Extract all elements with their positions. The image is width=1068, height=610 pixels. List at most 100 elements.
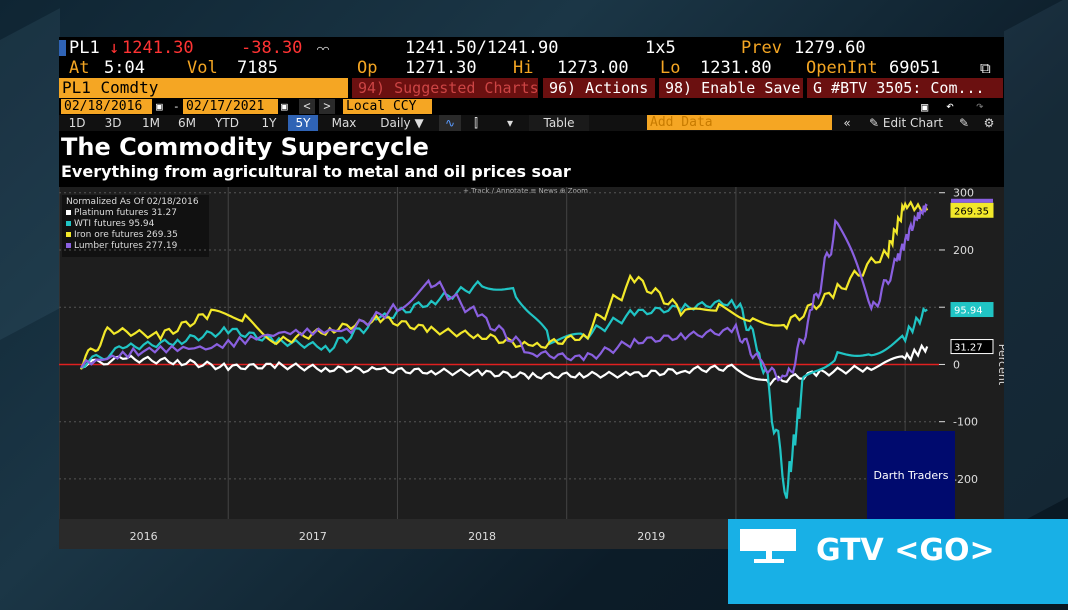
last-value-box [950, 202, 994, 218]
gtv-text: GTV <GO> [816, 533, 995, 568]
timeframe-5y[interactable]: 5Y [288, 115, 318, 131]
end-date-field[interactable]: 02/17/2021 [183, 99, 278, 114]
y-tick-label: -200 [953, 473, 978, 486]
screen-icon[interactable]: ▣ [921, 100, 929, 114]
timeframe-max[interactable]: Max [331, 116, 357, 130]
low-value: 1231.80 [700, 58, 772, 78]
ticker[interactable]: PL1 [69, 38, 100, 58]
legend: Normalized As Of 02/18/2016 Platinum fut… [62, 195, 209, 257]
legend-row-wti: WTI futures 95.94 [66, 219, 205, 230]
x-tick-label: 2019 [637, 530, 665, 543]
next-arrow-icon[interactable]: > [319, 99, 335, 114]
suggested-charts-button[interactable]: 94) Suggested Charts [352, 78, 539, 98]
timeframe-ytd[interactable]: YTD [215, 116, 239, 130]
y-tick-label: 200 [953, 244, 974, 257]
legend-header: Normalized As Of 02/18/2016 [66, 197, 199, 207]
chart-area[interactable]: Normalized As Of 02/18/2016 Platinum fut… [59, 187, 1004, 549]
edit-chart-button[interactable]: ✎ Edit Chart [869, 116, 943, 130]
chart-svg: -200-1000100200300201620172018201931.279… [59, 187, 1004, 549]
prev-value: 1279.60 [794, 38, 866, 58]
legend-row-platinum: Platinum futures 31.27 [66, 208, 205, 219]
date-range-row: 02/18/2016 ▣ - 02/17/2021 ▣ < > Local CC… [59, 99, 1004, 115]
low-label: Lo [660, 58, 681, 78]
legend-swatch [66, 232, 71, 237]
periodicity-select[interactable]: Daily ▼ [380, 116, 424, 130]
y-tick-label: 0 [953, 358, 960, 371]
quote-row-2: At 5:04 Vol 7185 Op 1271.30 Hi 1273.00 L… [59, 58, 1004, 78]
chart-header: The Commodity Supercycle Everything from… [59, 133, 1004, 187]
high-value: 1273.00 [557, 58, 629, 78]
legend-swatch [66, 210, 71, 215]
x-tick-label: 2017 [299, 530, 327, 543]
legend-swatch [66, 221, 71, 226]
darth-traders-overlay: Darth Traders [867, 431, 955, 519]
dropdown-icon[interactable]: ▾ [506, 116, 514, 130]
sparkline-icon: ⌒⌒ [317, 44, 330, 55]
command-bar: PL1 Comdty 94) Suggested Charts 96) Acti… [59, 78, 1004, 98]
bid-ask-size: 1x5 [645, 38, 676, 58]
calendar-icon[interactable]: ▣ [156, 100, 163, 113]
open-value: 1271.30 [405, 58, 477, 78]
vol-label: Vol [187, 58, 218, 78]
last-value-box [950, 302, 994, 318]
series-line-platinum-futures [80, 343, 929, 387]
y-tick-label: 300 [953, 187, 974, 200]
legend-row-lumber: Lumber futures 277.19 [66, 241, 205, 252]
timeframe-1y[interactable]: 1Y [261, 116, 277, 130]
bloomberg-terminal: PL1 ↓ 1241.30 -38.30 ⌒⌒ 1241.50/1241.90 … [59, 37, 1004, 549]
enable-save-button[interactable]: 98) Enable Save [659, 78, 803, 98]
table-button[interactable]: Table [529, 115, 589, 131]
series-line-iron-ore-futures [79, 200, 929, 370]
last-value-label: 95.94 [954, 306, 983, 317]
quote-time: 5:04 [104, 58, 145, 78]
last-value-marker [951, 198, 993, 203]
previous-arrow-icon[interactable]: < [299, 99, 315, 114]
add-data-field[interactable]: Add Data [647, 115, 832, 130]
series-line-wti-futures [80, 279, 928, 499]
y-axis-title: Percent [996, 344, 1004, 386]
bid-ask: 1241.50/1241.90 [405, 38, 559, 58]
at-label: At [69, 58, 90, 78]
bar-type-icon[interactable]: ⫿ [474, 116, 478, 130]
calendar-icon[interactable]: ▣ [281, 100, 288, 113]
edit-icon[interactable]: ✎ [958, 116, 970, 130]
vol-value: 7185 [237, 58, 278, 78]
timeframe-1d[interactable]: 1D [68, 116, 86, 130]
chart-subtitle: Everything from agricultural to metal an… [61, 162, 571, 181]
last-price: 1241.30 [122, 38, 194, 58]
gtv-banner[interactable]: GTV <GO> [728, 519, 1068, 604]
open-interest-value: 69051 [889, 58, 941, 78]
actions-menu[interactable]: 96) Actions [543, 78, 655, 98]
timeframe-1m[interactable]: 1M [142, 116, 160, 130]
y-tick-label: -100 [953, 416, 978, 429]
line-chart-icon[interactable]: ∿ [439, 115, 461, 131]
legend-swatch [66, 243, 71, 248]
x-tick-label: 2016 [130, 530, 158, 543]
expand-icon[interactable]: ⧉ [980, 59, 991, 77]
quote-row-1: PL1 ↓ 1241.30 -38.30 ⌒⌒ 1241.50/1241.90 … [59, 38, 1004, 58]
chart-mini-toolbar[interactable]: + Track / Annotate ≡ News ⊕ Zoom [463, 187, 588, 195]
series-line-lumber-futures [80, 203, 928, 382]
gear-icon[interactable]: ⚙ [983, 116, 995, 130]
price-change: -38.30 [241, 38, 303, 58]
timeframe-6m[interactable]: 6M [178, 116, 196, 130]
currency-select[interactable]: Local CCY [343, 99, 432, 114]
prev-label: Prev [741, 38, 782, 58]
security-field[interactable]: PL1 Comdty [59, 78, 348, 98]
start-date-field[interactable]: 02/18/2016 [61, 99, 152, 114]
open-interest-label: OpenInt [806, 58, 878, 78]
timeframe-3d[interactable]: 3D [104, 116, 122, 130]
ticker-marker [59, 40, 66, 56]
last-value-label: 269.35 [954, 206, 989, 217]
last-value-box [950, 339, 994, 355]
undo-icon[interactable]: ↶ [946, 99, 954, 114]
redo-icon[interactable]: ↷ [976, 99, 984, 114]
gtv-monitor-icon [740, 529, 796, 563]
down-arrow-icon: ↓ [109, 38, 120, 58]
chart-title-field[interactable]: G #BTV 3505: Com... [807, 78, 1003, 98]
legend-row-iron-ore: Iron ore futures 269.35 [66, 230, 205, 241]
last-value-label: 31.27 [954, 343, 983, 354]
collapse-icon[interactable]: « [843, 116, 851, 130]
timeframe-row: 1D 3D 1M 6M YTD 1Y 5Y Max Daily ▼ ∿ ⫿ ▾ … [59, 115, 1004, 131]
open-label: Op [357, 58, 378, 78]
